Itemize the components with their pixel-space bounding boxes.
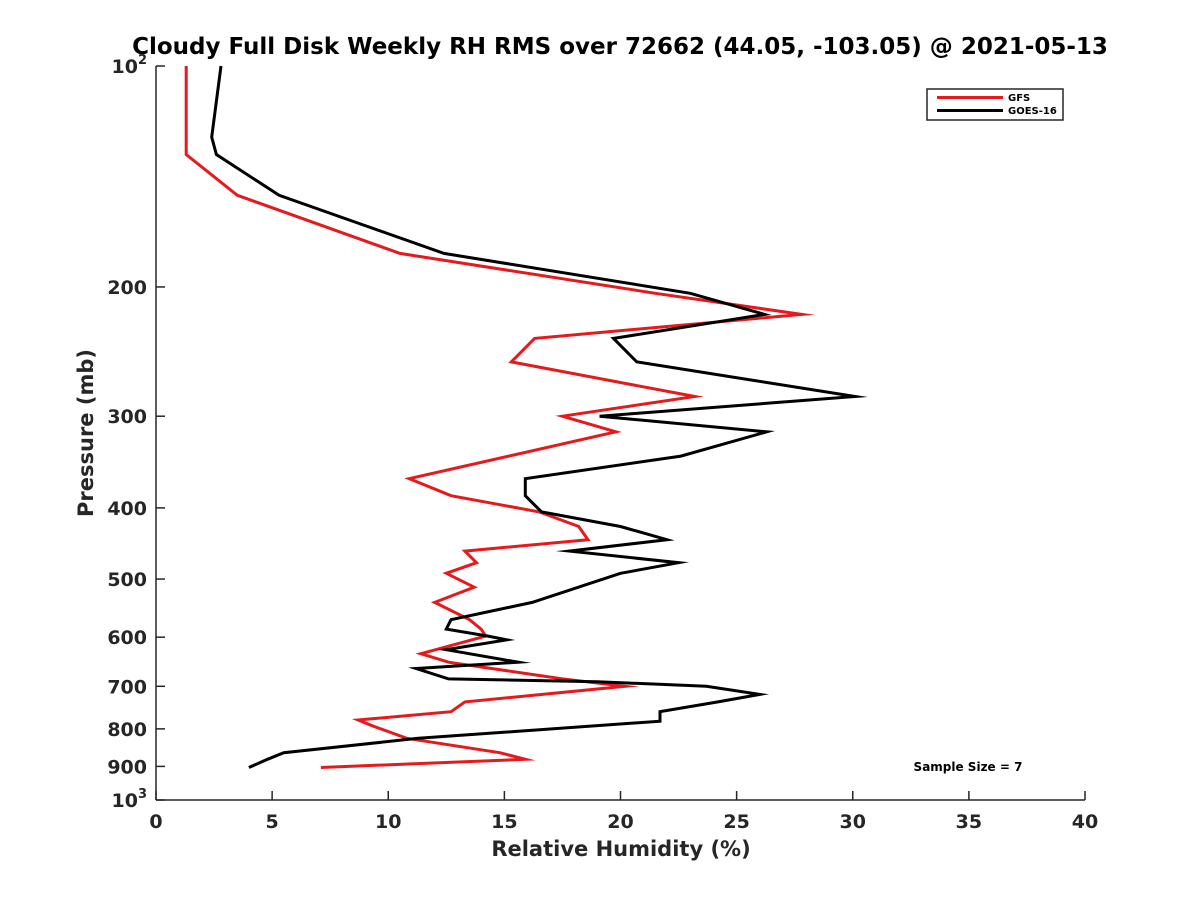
y-tick-label: 700 [107, 676, 147, 698]
x-tick-label: 0 [149, 811, 162, 833]
legend-box [926, 88, 1064, 121]
sample-size-annotation: Sample Size = 7 [914, 760, 1023, 774]
series-layer [184, 65, 868, 769]
legend-label-gfs: GFS [1008, 93, 1030, 104]
y-tick-label: 600 [107, 627, 147, 649]
x-tick-label: 25 [723, 811, 749, 833]
y-tick-label: 400 [107, 498, 147, 520]
x-tick-label: 35 [956, 811, 982, 833]
series-line-goes16 [210, 65, 868, 769]
x-axis-label: Relative Humidity (%) [491, 837, 750, 861]
series-line-gfs [184, 66, 815, 769]
legend: GFS GOES-16 [926, 88, 1064, 121]
y-tick-label: 500 [107, 569, 147, 591]
y-tick-label: 102 [112, 53, 148, 78]
x-tick-label: 40 [1072, 811, 1098, 833]
y-tick-label: 900 [107, 756, 147, 778]
chart-title: Cloudy Full Disk Weekly RH RMS over 7266… [132, 34, 1108, 60]
x-tick-label: 20 [607, 811, 633, 833]
y-axis-label: Pressure (mb) [74, 349, 98, 517]
axes: 0 5 10 15 20 25 30 35 40 102 200 300 400 500 600 700 800… [107, 53, 1098, 833]
y-tick-label: 103 [112, 787, 148, 812]
y-tick-label: 800 [107, 719, 147, 741]
legend-label-goes16: GOES-16 [1008, 106, 1057, 117]
y-tick-label: 300 [107, 406, 147, 428]
x-tick-label: 10 [375, 811, 401, 833]
x-tick-label: 30 [840, 811, 866, 833]
y-tick-label: 200 [107, 277, 147, 299]
x-tick-label: 5 [266, 811, 279, 833]
x-tick-label: 15 [491, 811, 517, 833]
